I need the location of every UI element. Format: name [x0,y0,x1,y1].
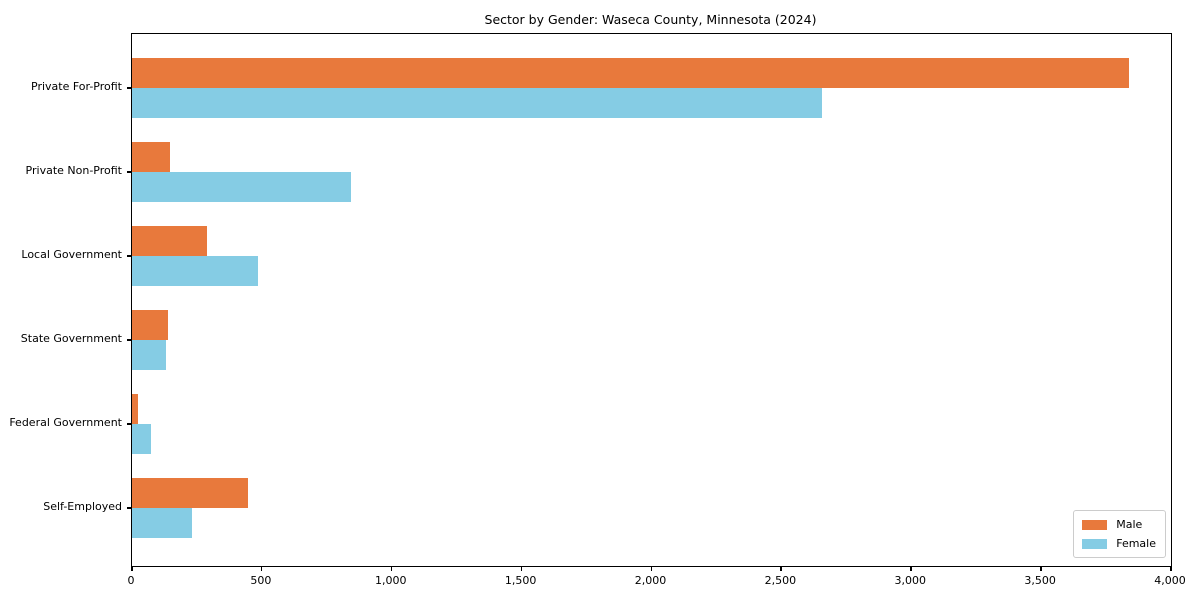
legend-entry-male: Male [1082,518,1156,531]
legend-label-male: Male [1116,518,1143,531]
bar-male-private-for-profit [132,58,1130,88]
bar-female-local-government [132,256,259,286]
y-tick-label-self-employed: Self-Employed [43,500,122,513]
y-tick-label-federal-government: Federal Government [9,416,122,429]
y-tick-label-local-government: Local Government [21,248,122,261]
bar-female-federal-government [132,424,152,454]
x-tick-mark [780,567,782,571]
legend-entry-female: Female [1082,537,1156,550]
x-tick-mark [260,567,263,571]
x-tick-label-3-500: 3,500 [1024,574,1056,587]
y-tick-mark [127,423,131,425]
legend-swatch-female [1082,538,1108,549]
bar-male-federal-government [132,394,139,424]
y-tick-label-state-government: State Government [20,332,122,345]
plot-area: Male Female [131,33,1172,567]
x-tick-label-4-000: 4,000 [1154,574,1186,587]
bar-male-local-government [132,226,208,256]
chart-title: Sector by Gender: Waseca County, Minneso… [484,12,817,27]
y-tick-label-private-for-profit: Private For-Profit [31,80,122,93]
y-tick-label-private-non-profit: Private Non-Profit [25,164,122,177]
y-tick-mark [127,507,131,509]
x-tick-label-2-500: 2,500 [764,574,797,587]
x-tick-mark [520,567,523,571]
x-tick-mark [390,567,393,571]
x-tick-label-0: 0 [127,574,135,587]
x-tick-label-3-000: 3,000 [894,574,927,587]
bar-female-private-for-profit [132,88,822,118]
bar-female-private-non-profit [132,172,352,202]
y-tick-mark [127,255,131,257]
y-tick-mark [127,87,131,89]
x-tick-label-1-000: 1,000 [375,574,407,587]
bar-female-self-employed [132,508,192,538]
bar-female-state-government [132,340,166,370]
y-tick-mark [127,171,131,173]
legend-swatch-male [1082,519,1108,530]
y-tick-mark [127,339,131,341]
bar-male-private-non-profit [132,142,170,172]
x-tick-mark [131,567,133,571]
x-tick-mark [1170,567,1172,571]
x-tick-mark [910,567,912,571]
bar-male-self-employed [132,478,248,508]
x-tick-mark [650,567,652,571]
legend: Male Female [1073,510,1166,558]
x-tick-label-500: 500 [250,574,272,587]
x-tick-mark [1040,567,1042,571]
x-tick-label-1-500: 1,500 [504,574,537,587]
bar-male-state-government [132,310,169,340]
x-tick-label-2-000: 2,000 [634,574,667,587]
bars-layer [132,34,1171,566]
legend-label-female: Female [1116,537,1156,550]
